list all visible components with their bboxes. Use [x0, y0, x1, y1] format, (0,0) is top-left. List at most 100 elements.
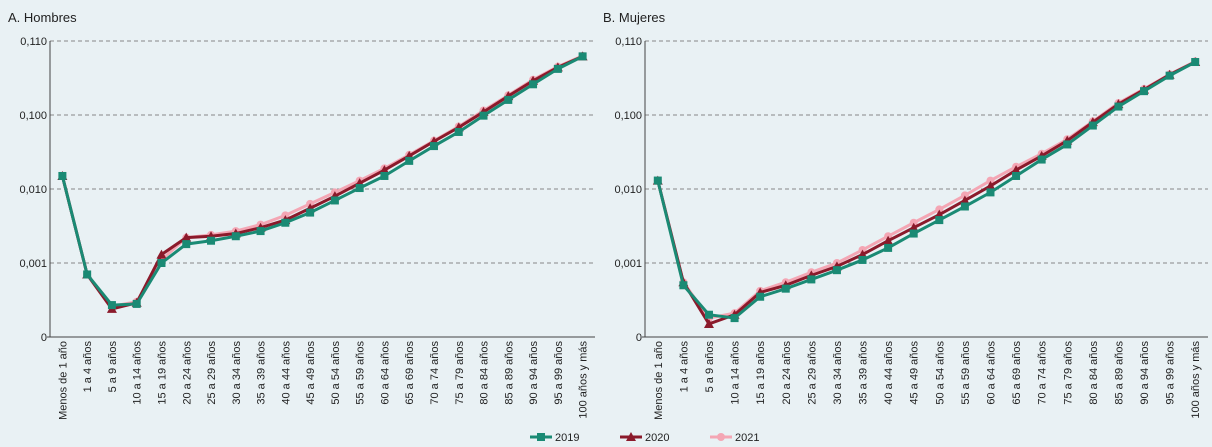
marker	[132, 299, 141, 308]
marker	[553, 64, 562, 73]
x-tick-label: 30 a 34 años	[231, 341, 243, 405]
marker	[58, 171, 67, 180]
marker	[1088, 121, 1097, 130]
marker	[256, 227, 265, 236]
x-tick-label: 75 a 79 años	[1062, 341, 1074, 405]
marker	[156, 249, 167, 259]
legend-marker	[537, 433, 545, 441]
x-tick-label: 90 a 94 años	[528, 341, 540, 405]
x-tick-label: 35 a 39 años	[256, 341, 268, 405]
marker	[703, 318, 714, 328]
marker	[985, 180, 996, 190]
x-tick-label: 80 a 84 años	[479, 341, 491, 405]
y-tick-label: 0,100	[614, 110, 642, 122]
legend-label: 2021	[735, 432, 759, 444]
x-tick-label: 70 a 74 años	[429, 341, 441, 405]
x-tick-label: 50 a 54 años	[934, 341, 946, 405]
y-tick-label: 0,010	[19, 184, 47, 196]
series-line	[656, 60, 1196, 326]
series-line	[656, 60, 1196, 320]
marker	[986, 188, 995, 197]
marker	[935, 216, 944, 225]
marker	[1011, 165, 1022, 175]
x-tick-label: 55 a 59 años	[960, 341, 972, 405]
marker	[504, 95, 513, 104]
marker	[529, 80, 538, 89]
marker	[405, 156, 414, 165]
x-tick-label: 95 a 99 años	[553, 341, 565, 405]
y-tick-label: 0,110	[615, 36, 642, 48]
x-tick-label: 65 a 69 años	[1011, 341, 1023, 405]
legend-marker	[626, 432, 636, 441]
x-tick-label: 25 a 29 años	[806, 341, 818, 405]
x-tick-label: 85 a 89 años	[1113, 341, 1125, 405]
marker	[756, 292, 765, 301]
x-tick-label: 10 a 14 años	[730, 341, 742, 405]
marker	[858, 255, 867, 264]
x-tick-label: 35 a 39 años	[858, 341, 870, 405]
marker	[1114, 102, 1123, 111]
marker	[281, 218, 290, 227]
marker	[454, 127, 463, 136]
series-line	[60, 54, 584, 311]
x-tick-label: 90 a 94 años	[1139, 341, 1151, 405]
marker	[83, 270, 92, 279]
marker	[231, 232, 240, 241]
marker	[1140, 87, 1149, 96]
x-tick-label: 1 a 4 años	[678, 341, 690, 393]
marker	[807, 275, 816, 284]
marker	[1012, 171, 1021, 180]
series-line	[60, 54, 584, 308]
x-tick-label: 60 a 64 años	[379, 341, 391, 405]
legend-label: 2020	[645, 432, 669, 444]
x-tick-label: 85 a 89 años	[503, 341, 515, 405]
chart-title: A. Hombres	[8, 10, 77, 25]
marker	[330, 196, 339, 205]
marker	[653, 176, 662, 185]
marker	[479, 111, 488, 120]
x-tick-label: 20 a 24 años	[781, 341, 793, 405]
x-tick-label: 20 a 24 años	[181, 341, 193, 405]
marker	[959, 195, 970, 205]
marker	[704, 310, 713, 319]
x-tick-label: 60 a 64 años	[985, 341, 997, 405]
marker	[379, 165, 390, 175]
x-tick-label: 55 a 59 años	[355, 341, 367, 405]
y-tick-label: 0	[41, 332, 47, 344]
x-tick-label: Menos de 1 año	[57, 341, 69, 420]
marker	[380, 171, 389, 180]
series-line	[60, 55, 584, 307]
marker	[181, 232, 192, 242]
marker	[107, 301, 116, 310]
x-tick-label: 95 a 99 años	[1165, 341, 1177, 405]
marker	[207, 236, 216, 245]
x-tick-label: 25 a 29 años	[206, 341, 218, 405]
x-tick-label: 10 a 14 años	[132, 341, 144, 405]
x-tick-label: 15 a 19 años	[156, 341, 168, 405]
x-tick-label: 45 a 49 años	[909, 341, 921, 405]
marker	[986, 176, 995, 185]
y-tick-label: 0,100	[19, 110, 47, 122]
x-tick-label: 75 a 79 años	[454, 341, 466, 405]
marker	[578, 52, 587, 61]
marker	[306, 208, 315, 217]
x-tick-label: 65 a 69 años	[404, 341, 416, 405]
y-tick-label: 0	[636, 332, 642, 344]
x-tick-label: 100 años y más	[1190, 341, 1202, 419]
x-tick-label: 5 a 9 años	[704, 341, 716, 393]
series-line	[656, 60, 1196, 320]
marker	[960, 191, 969, 200]
marker	[355, 184, 364, 193]
marker	[960, 202, 969, 211]
marker	[1037, 155, 1046, 164]
x-tick-label: 1 a 4 años	[82, 341, 94, 393]
marker	[1063, 140, 1072, 149]
x-tick-label: 45 a 49 años	[305, 341, 317, 405]
marker	[730, 314, 739, 323]
x-tick-label: 100 años y más	[578, 341, 590, 419]
marker	[909, 229, 918, 238]
legend-label: 2019	[555, 432, 579, 444]
marker	[935, 205, 944, 214]
marker	[832, 266, 841, 275]
